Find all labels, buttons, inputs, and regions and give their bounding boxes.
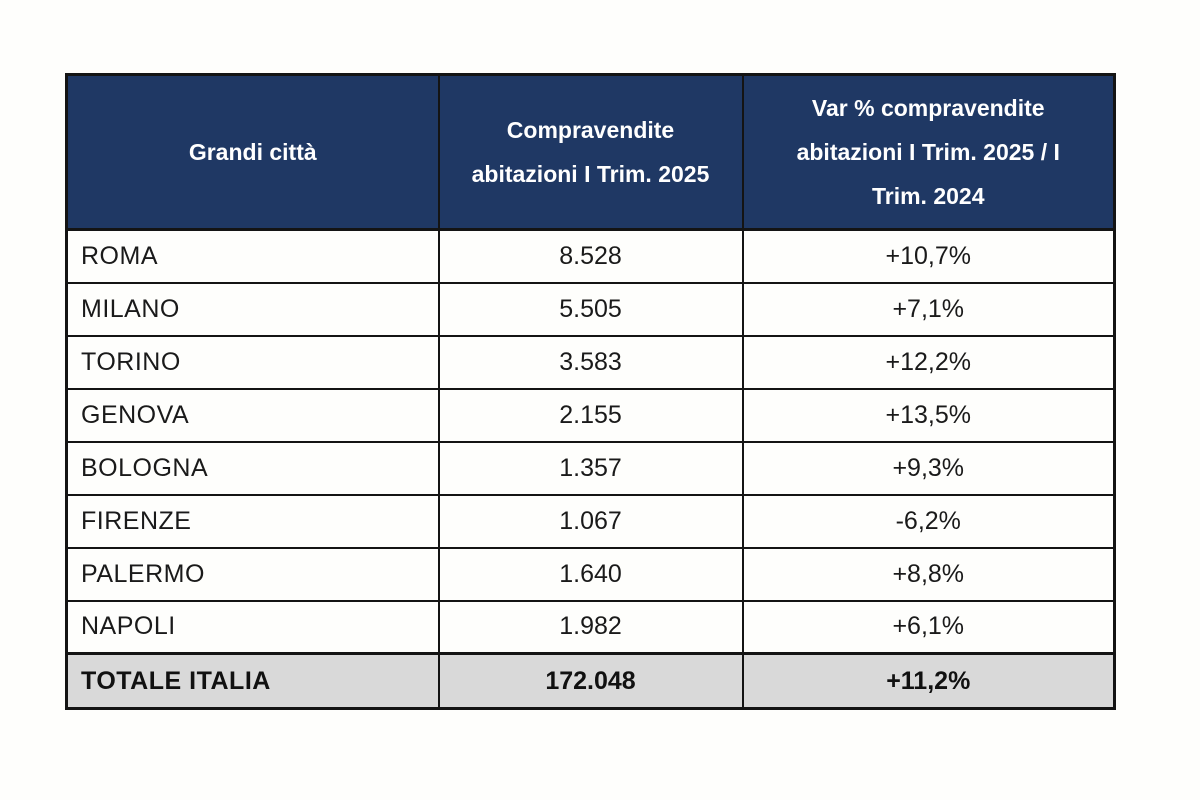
sales-cell: 1.357	[437, 440, 744, 496]
city-cell: TORINO	[65, 334, 440, 390]
col-header-compravendite: Compravendite abitazioni I Trim. 2025	[437, 73, 744, 231]
table-total-row: TOTALE ITALIA 172.048 +11,2%	[65, 652, 1116, 710]
total-variation-cell: +11,2%	[741, 652, 1116, 710]
variation-cell: +12,2%	[741, 334, 1116, 390]
col-header-var-percent: Var % compravendite abitazioni I Trim. 2…	[741, 73, 1116, 231]
sales-cell: 1.067	[437, 493, 744, 549]
city-cell: GENOVA	[65, 387, 440, 443]
sales-cell: 1.982	[437, 599, 744, 655]
variation-cell: +6,1%	[741, 599, 1116, 655]
table-row-firenze: FIRENZE 1.067 -6,2%	[65, 493, 1116, 549]
table-row-napoli: NAPOLI 1.982 +6,1%	[65, 599, 1116, 655]
variation-cell: +7,1%	[741, 281, 1116, 337]
total-sales-cell: 172.048	[437, 652, 744, 710]
city-cell: PALERMO	[65, 546, 440, 602]
table-row-palermo: PALERMO 1.640 +8,8%	[65, 546, 1116, 602]
table-row-bologna: BOLOGNA 1.357 +9,3%	[65, 440, 1116, 496]
city-cell: FIRENZE	[65, 493, 440, 549]
city-cell: NAPOLI	[65, 599, 440, 655]
variation-cell: +10,7%	[741, 228, 1116, 284]
cities-sales-table: Grandi città Compravendite abitazioni I …	[65, 73, 1116, 710]
table-header-row: Grandi città Compravendite abitazioni I …	[65, 73, 1116, 231]
table-row-roma: ROMA 8.528 +10,7%	[65, 228, 1116, 284]
sales-cell: 2.155	[437, 387, 744, 443]
sales-cell: 5.505	[437, 281, 744, 337]
sales-cell: 1.640	[437, 546, 744, 602]
variation-cell: +13,5%	[741, 387, 1116, 443]
variation-cell: -6,2%	[741, 493, 1116, 549]
sales-cell: 3.583	[437, 334, 744, 390]
table-row-genova: GENOVA 2.155 +13,5%	[65, 387, 1116, 443]
city-cell: BOLOGNA	[65, 440, 440, 496]
col-header-grandi-citta: Grandi città	[65, 73, 440, 231]
variation-cell: +9,3%	[741, 440, 1116, 496]
variation-cell: +8,8%	[741, 546, 1116, 602]
city-cell: MILANO	[65, 281, 440, 337]
total-label-cell: TOTALE ITALIA	[65, 652, 440, 710]
table-row-torino: TORINO 3.583 +12,2%	[65, 334, 1116, 390]
city-cell: ROMA	[65, 228, 440, 284]
table-row-milano: MILANO 5.505 +7,1%	[65, 281, 1116, 337]
sales-cell: 8.528	[437, 228, 744, 284]
